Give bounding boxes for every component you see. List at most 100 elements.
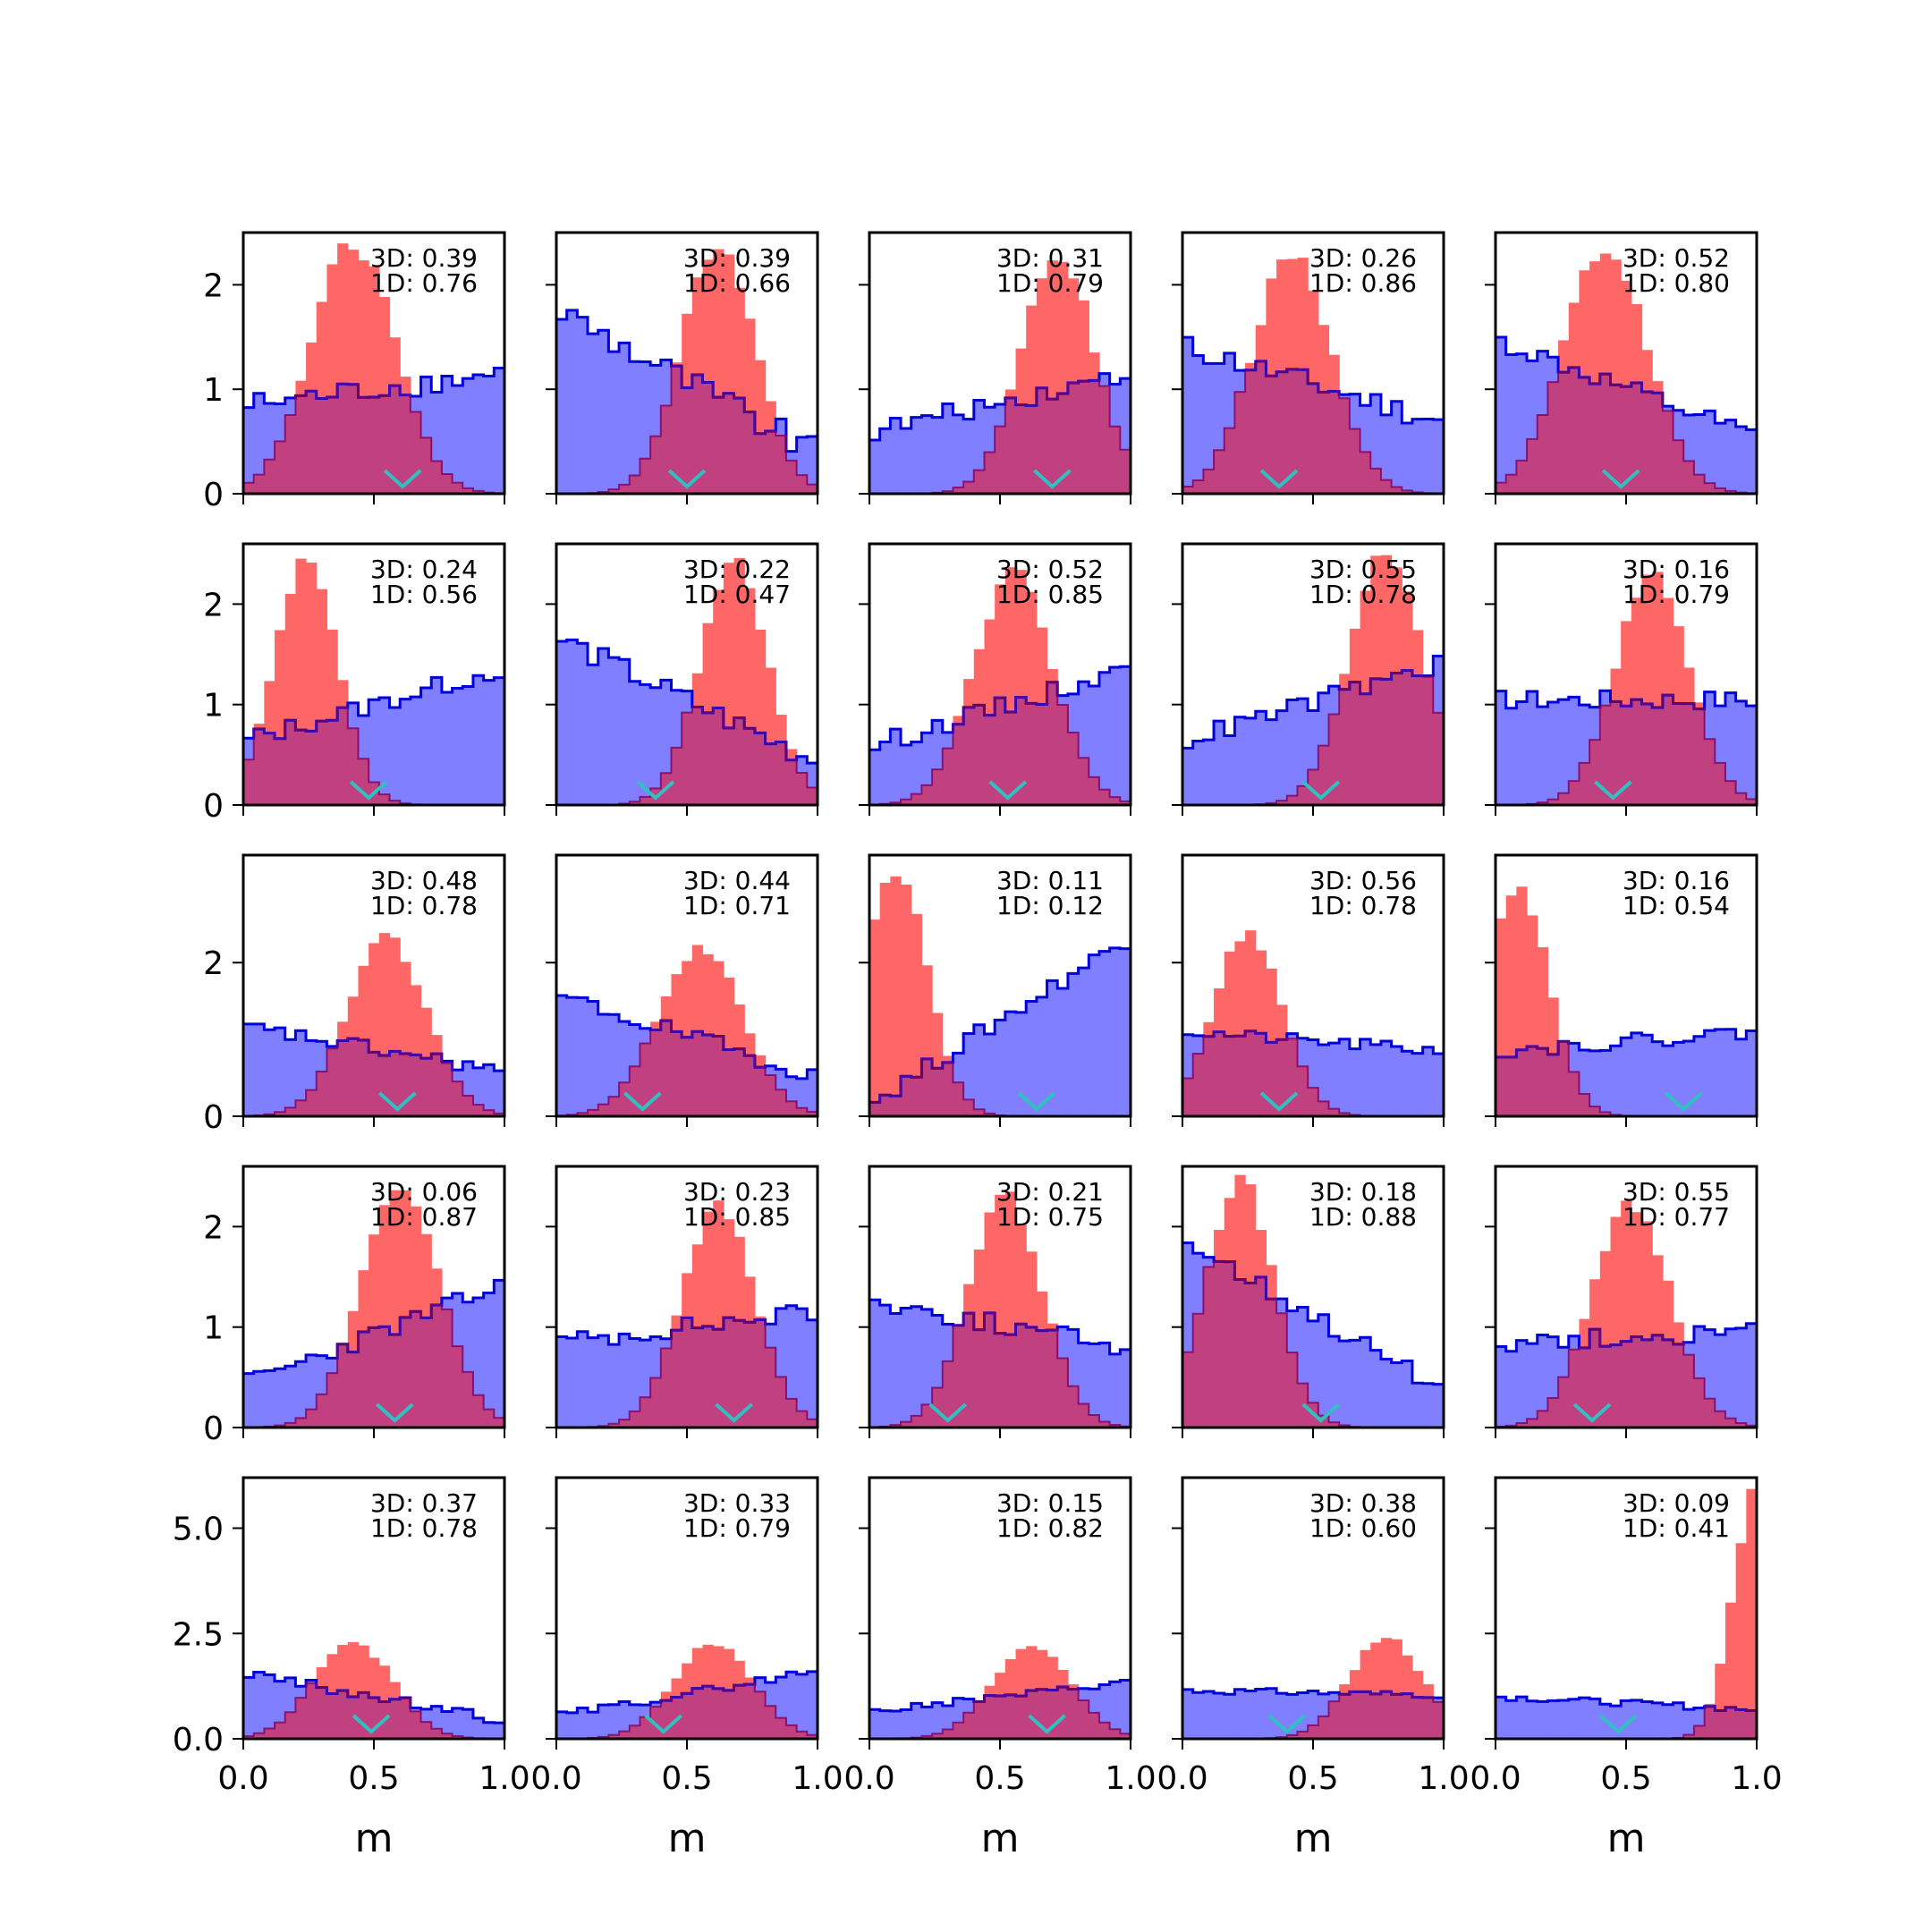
red-bar: [1245, 930, 1257, 1031]
red-bar: [316, 589, 328, 722]
overlap-bar: [1527, 1419, 1538, 1428]
blue-bar: [577, 997, 589, 1116]
score-1d-label: 1D: 0.87: [370, 1202, 478, 1232]
blue-bar: [1422, 1383, 1434, 1428]
blue-bar: [1120, 1349, 1131, 1428]
overlap-bar: [1328, 1422, 1340, 1428]
red-bar: [702, 953, 714, 1035]
red-bar: [1360, 1649, 1371, 1692]
overlap-bar: [640, 796, 651, 805]
overlap-bar: [1746, 1710, 1758, 1739]
red-bar: [420, 1233, 432, 1318]
red-bar: [275, 630, 286, 739]
blue-bar: [243, 1677, 255, 1739]
blue-bar: [1098, 1343, 1111, 1428]
overlap-bar: [744, 1322, 756, 1428]
overlap-bar: [1015, 1324, 1027, 1428]
overlap-bar: [431, 461, 443, 494]
red-bar: [347, 1641, 360, 1698]
blue-bar: [588, 1337, 599, 1428]
overlap-bar: [1693, 708, 1706, 805]
red-bar: [1527, 915, 1538, 1046]
score-1d-label: 1D: 0.78: [370, 1513, 478, 1543]
blue-bar: [253, 1023, 265, 1116]
overlap-bar: [1192, 1313, 1204, 1428]
overlap-bar: [1683, 703, 1695, 805]
red-bar: [953, 716, 964, 724]
overlap-bar: [1004, 1694, 1017, 1739]
overlap-bar: [431, 1304, 443, 1428]
blue-bar: [566, 309, 578, 494]
red-bar: [932, 1013, 944, 1069]
blue-bar: [608, 1014, 620, 1116]
overlap-bar: [682, 712, 693, 805]
blue-bar: [1120, 666, 1131, 805]
overlap-step-line: [556, 1683, 818, 1740]
blue-bar: [1433, 1053, 1445, 1116]
blue-bar: [1746, 429, 1758, 494]
blue-bar: [597, 648, 609, 805]
red-bar: [378, 933, 391, 1056]
score-1d-label: 1D: 0.82: [996, 1513, 1104, 1543]
blue-bar: [577, 643, 589, 805]
blue-bar: [1516, 1340, 1528, 1428]
blue-bar: [901, 745, 912, 805]
overlap-bar: [1255, 1033, 1267, 1116]
blue-bar: [629, 1338, 641, 1428]
red-bar: [1266, 1265, 1277, 1300]
red-bar: [984, 619, 996, 716]
score-1d-label: 1D: 0.79: [996, 268, 1104, 298]
overlap-bar: [1318, 1101, 1330, 1116]
blue-bar: [462, 686, 474, 805]
overlap-bar: [483, 1110, 495, 1116]
overlap-bar: [765, 430, 776, 494]
blue-bar: [1715, 1029, 1726, 1116]
blue-bar: [879, 428, 891, 494]
red-bar: [389, 937, 401, 1052]
blue-bar: [1589, 1050, 1601, 1116]
overlap-bar: [295, 395, 307, 494]
y-tick-label: 2: [203, 587, 224, 623]
blue-bar: [400, 699, 411, 805]
overlap-bar: [284, 414, 296, 494]
overlap-bar: [1078, 1403, 1089, 1428]
overlap-bar: [1245, 1283, 1257, 1428]
blue-bar: [785, 1672, 798, 1739]
overlap-bar: [901, 1076, 912, 1116]
overlap-bar: [1297, 1066, 1309, 1116]
overlap-bar: [1015, 1696, 1027, 1739]
red-bar: [389, 1682, 401, 1699]
blue-bar: [932, 417, 944, 494]
blue-bar: [1391, 401, 1402, 494]
blue-bar: [640, 684, 651, 805]
blue-bar: [1370, 1350, 1382, 1428]
red-bar: [1026, 305, 1038, 406]
overlap-bar: [775, 1717, 787, 1739]
overlap-bar: [452, 482, 463, 494]
red-bar: [1715, 1664, 1726, 1711]
blue-bar: [973, 1024, 986, 1116]
blue-bar: [807, 1319, 818, 1428]
red-bar: [942, 1055, 954, 1063]
overlap-bar: [973, 1109, 986, 1116]
red-bar: [1496, 918, 1507, 1057]
blue-bar: [566, 640, 578, 805]
overlap-bar: [1067, 382, 1080, 494]
red-bar: [1621, 621, 1632, 707]
overlap-bar: [1234, 1279, 1246, 1428]
red-bar: [1234, 1174, 1246, 1280]
score-3d-label: 3D: 0.31: [996, 243, 1104, 273]
overlap-bar: [337, 1690, 349, 1739]
overlap-bar: [1004, 397, 1017, 494]
blue-bar: [1433, 1384, 1445, 1428]
blue-bar: [890, 1313, 902, 1428]
blue-bar: [911, 417, 922, 494]
overlap-bar: [1558, 1377, 1570, 1428]
overlap-bar: [243, 759, 255, 805]
overlap-bar: [1621, 1341, 1632, 1428]
red-bar: [921, 965, 933, 1059]
overlap-bar: [316, 398, 328, 494]
overlap-bar: [1673, 703, 1684, 805]
